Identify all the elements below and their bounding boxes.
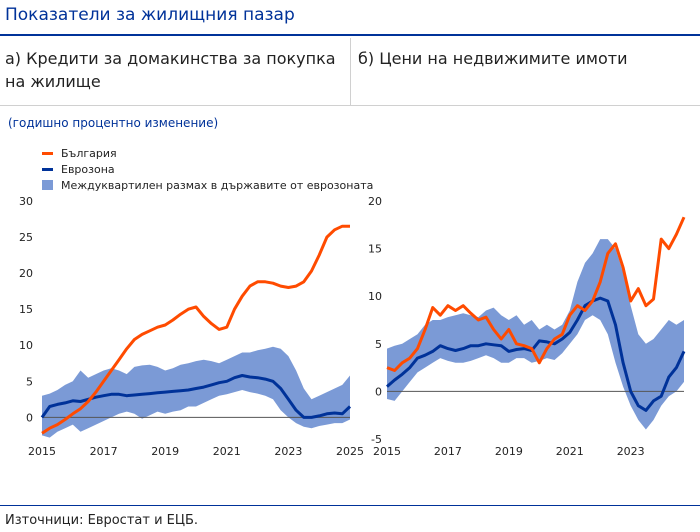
panel-b-line-bulgaria	[386, 216, 686, 372]
panel-a-xtick-3: 2021	[213, 445, 241, 458]
panel-a-ytick-0: 0	[26, 411, 33, 424]
panel-a-ytick-1: 5	[26, 375, 33, 388]
legend-label-iqr: Междуквартилен размах в държавите от евр…	[61, 178, 374, 192]
legend-swatch-eurozone	[42, 167, 53, 171]
panel-b-xtick-4: 2023	[617, 445, 645, 458]
panel-a-line-eurozone	[40, 374, 352, 419]
legend-swatch-iqr	[42, 180, 53, 190]
footer: Източници: Евростат и ЕЦБ.	[0, 505, 700, 532]
panel-a-line-bulgaria	[41, 224, 350, 435]
panel-separator	[350, 38, 351, 105]
panel-b-xtick-2: 2019	[495, 445, 523, 458]
legend-swatch-bulgaria	[42, 151, 53, 155]
panel-a-title: а) Кредити за домакинства за покупка на …	[5, 49, 336, 91]
legend-item-eurozone: Еврозона	[42, 161, 373, 177]
panel-a-ytick-6: 30	[19, 195, 33, 208]
panel-a-ytick-2: 10	[19, 339, 33, 352]
panel-b-xtick-1: 2017	[434, 445, 462, 458]
panel-b-title: б) Цени на недвижимите имоти	[358, 49, 628, 68]
panel-a-ytick-3: 15	[19, 303, 33, 316]
chart-title: Показатели за жилищния пазар	[5, 5, 295, 25]
panel-b-ytick-5: 20	[368, 195, 382, 208]
legend-item-iqr: Междуквартилен размах в държавите от евр…	[42, 177, 373, 193]
panel-a-iqr-band	[42, 346, 350, 438]
chart-title-bar: Показатели за жилищния пазар	[0, 0, 700, 36]
panel-a-ytick-4: 20	[19, 267, 33, 280]
panel-a-xtick-4: 2023	[274, 445, 302, 458]
panel-a-xtick-2: 2019	[151, 445, 179, 458]
panel-b-xtick-3: 2021	[556, 445, 584, 458]
panel-a-ytick-5: 25	[19, 231, 33, 244]
panel-titles: а) Кредити за домакинства за покупка на …	[0, 38, 700, 106]
panel-a-xtick-1: 2017	[90, 445, 118, 458]
panel-b-ytick-3: 10	[368, 290, 382, 303]
legend-label-eurozone: Еврозона	[61, 162, 115, 176]
chart-subtitle: (годишно процентно изменение)	[8, 116, 219, 130]
panel-b-ytick-2: 5	[375, 338, 382, 351]
legend-item-bulgaria: България	[42, 145, 373, 161]
panel-b-ytick-1: 0	[375, 385, 382, 398]
panel-b-line-eurozone	[386, 296, 686, 412]
legend-label-bulgaria: България	[61, 146, 117, 160]
panel-b-xtick-0: 2015	[373, 445, 401, 458]
panel-a-xtick-5: 2025	[336, 445, 364, 458]
legend: България Еврозона Междуквартилен размах …	[42, 145, 373, 193]
source-note: Източници: Евростат и ЕЦБ.	[5, 513, 199, 528]
panel-b-iqr-band	[387, 239, 684, 430]
panel-b-ytick-0: -5	[371, 433, 382, 446]
panel-a-xtick-0: 2015	[28, 445, 56, 458]
panel-b-ytick-4: 15	[368, 243, 382, 256]
